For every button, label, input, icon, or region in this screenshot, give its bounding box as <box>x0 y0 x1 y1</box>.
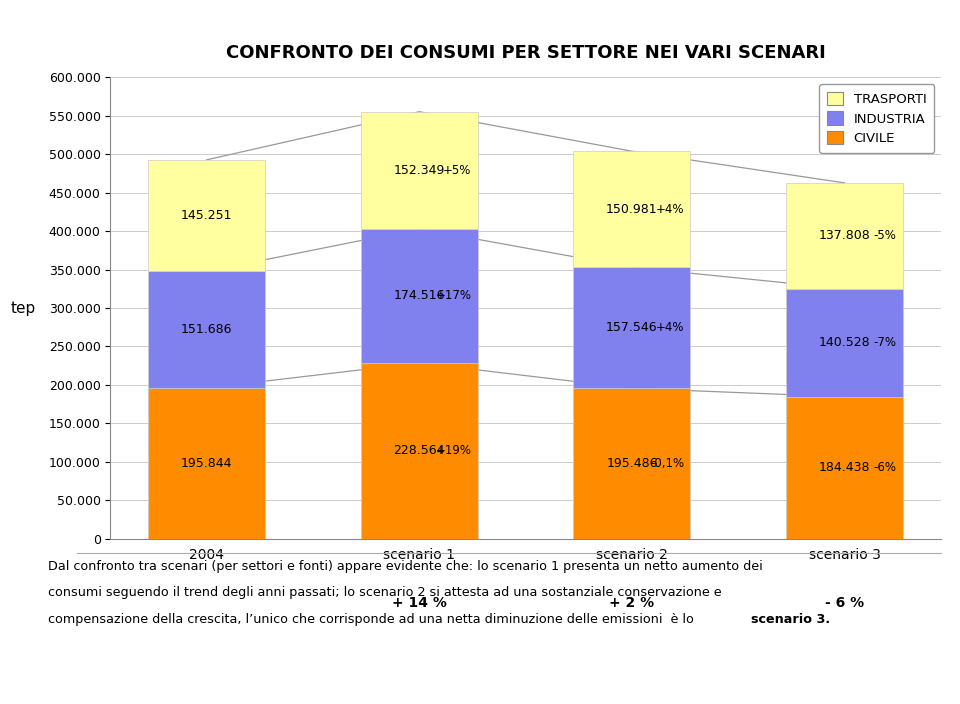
Legend: TRASPORTI, INDUSTRIA, CIVILE: TRASPORTI, INDUSTRIA, CIVILE <box>819 84 934 153</box>
Bar <box>148 388 265 539</box>
Bar <box>786 183 903 289</box>
Text: + 14 %: + 14 % <box>392 596 446 610</box>
Bar <box>148 160 265 272</box>
Text: 184.438: 184.438 <box>819 461 871 474</box>
Text: 195.844: 195.844 <box>180 457 232 470</box>
Text: -0,1%: -0,1% <box>650 457 684 470</box>
Bar <box>361 363 478 539</box>
Text: 151.686: 151.686 <box>180 323 232 337</box>
Text: -7%: -7% <box>874 337 897 349</box>
Text: scenario 3.: scenario 3. <box>751 613 829 626</box>
Bar <box>573 268 690 389</box>
Text: 137.808: 137.808 <box>819 230 871 242</box>
Bar <box>786 397 903 539</box>
Text: +4%: +4% <box>656 321 684 334</box>
Text: -5%: -5% <box>874 230 897 242</box>
Bar <box>573 151 690 268</box>
Text: 157.546: 157.546 <box>606 321 658 334</box>
Bar <box>361 229 478 363</box>
Text: Dal confronto tra scenari (per settori e fonti) appare evidente che: lo scenario: Dal confronto tra scenari (per settori e… <box>48 560 763 572</box>
Text: 140.528: 140.528 <box>819 337 871 349</box>
Text: 150.981: 150.981 <box>606 203 658 215</box>
Text: - 6 %: - 6 % <box>825 596 864 610</box>
Text: 145.251: 145.251 <box>180 209 232 222</box>
Text: -6%: -6% <box>874 461 897 474</box>
Bar <box>148 272 265 388</box>
Text: +19%: +19% <box>436 444 471 457</box>
Text: consumi seguendo il trend degli anni passati; lo scenario 2 si attesta ad una so: consumi seguendo il trend degli anni pas… <box>48 586 722 599</box>
Text: compensazione della crescita, l’unico che corrisponde ad una netta diminuzione d: compensazione della crescita, l’unico ch… <box>48 613 698 626</box>
Title: CONFRONTO DEI CONSUMI PER SETTORE NEI VARI SCENARI: CONFRONTO DEI CONSUMI PER SETTORE NEI VA… <box>226 44 826 62</box>
Bar <box>786 289 903 397</box>
Text: +5%: +5% <box>443 164 471 177</box>
Text: + 2 %: + 2 % <box>610 596 655 610</box>
Bar <box>361 112 478 229</box>
Bar <box>573 389 690 539</box>
Text: 152.349: 152.349 <box>394 164 445 177</box>
Text: +4%: +4% <box>656 203 684 215</box>
Text: +17%: +17% <box>436 289 471 302</box>
Y-axis label: tep: tep <box>12 301 36 315</box>
Text: 174.516: 174.516 <box>394 289 445 302</box>
Text: 195.486: 195.486 <box>606 457 658 470</box>
Text: 228.564: 228.564 <box>394 444 445 457</box>
